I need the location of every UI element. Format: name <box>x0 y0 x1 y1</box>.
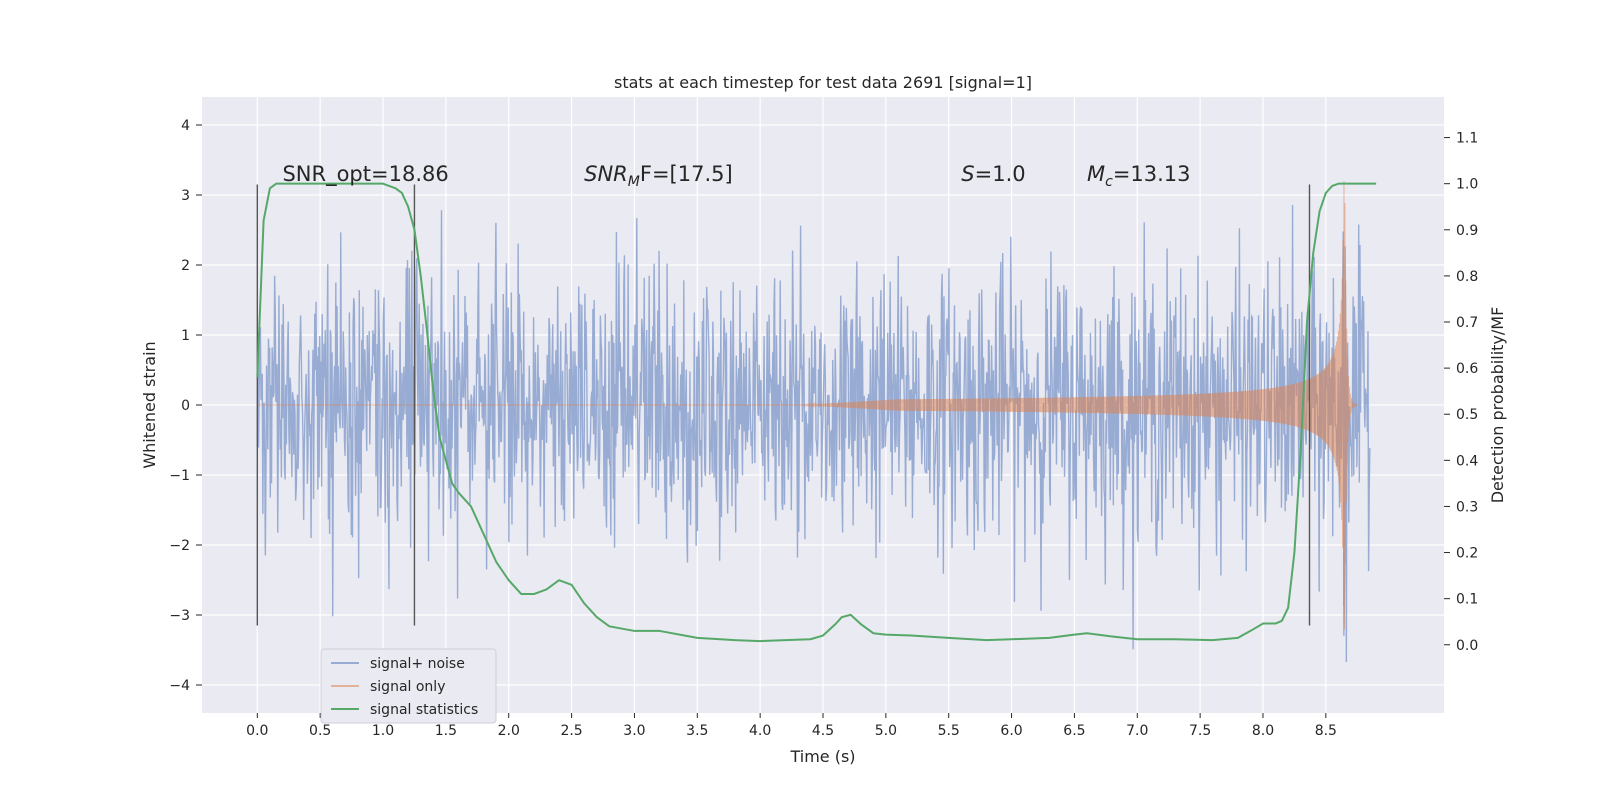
x-tick-label: 4.5 <box>812 723 834 739</box>
y-right-axis-label: Detection probability/MF <box>1488 307 1507 504</box>
signal-statistics-line <box>256 182 1377 643</box>
y-tick-label: −1 <box>169 468 190 484</box>
y-right-tick-label: 0.6 <box>1456 361 1478 377</box>
x-tick-label: 3.5 <box>686 723 708 739</box>
y-tick-label: 4 <box>181 118 190 134</box>
y-axis-label: Whitened strain <box>140 341 159 468</box>
x-tick-label: 8.5 <box>1315 723 1337 739</box>
y-axis-ticks: −4 −3 −2 −1 0 1 2 3 4 <box>169 118 202 694</box>
x-tick-label: 1.0 <box>372 723 394 739</box>
legend-label-signal-statistics: signal statistics <box>370 702 478 718</box>
series-signal-statistics <box>256 182 1377 643</box>
x-tick-label: 5.5 <box>938 723 960 739</box>
x-tick-label: 2.0 <box>498 723 520 739</box>
x-axis-ticks: 0.0 0.5 1.0 1.5 2.0 2.5 3.0 3.5 4.0 4.5 5.0 5.5 6.0 6… <box>246 713 1337 739</box>
y-tick-label: −3 <box>169 608 190 624</box>
y-right-tick-label: 0.3 <box>1456 499 1478 515</box>
vertical-lines <box>256 184 1311 626</box>
x-tick-label: 0.5 <box>309 723 331 739</box>
annotation-2: S=1.0 <box>961 162 1025 186</box>
legend: signal+ noise signal only signal statist… <box>320 648 497 724</box>
y-right-tick-label: 0.7 <box>1456 315 1478 331</box>
y-right-axis-ticks: 0.0 0.1 0.2 0.3 0.4 0.5 0.6 0.7 0.8 0.9 1.0 1.1 <box>1444 131 1478 654</box>
annotation-3: Mc=13.13 <box>1087 162 1191 190</box>
x-tick-label: 6.5 <box>1063 723 1085 739</box>
x-axis-label: Time (s) <box>789 747 855 766</box>
x-tick-label: 4.0 <box>749 723 771 739</box>
x-tick-label: 6.0 <box>1000 723 1022 739</box>
y-right-tick-label: 1.1 <box>1456 131 1478 147</box>
annotations: SNR_opt=18.86 SNRMF=[17.5] S=1.0 Mc=13.13 <box>282 162 1190 190</box>
x-tick-label: 0.0 <box>246 723 268 739</box>
y-tick-label: −2 <box>169 538 190 554</box>
y-right-tick-label: 0.5 <box>1456 407 1478 423</box>
x-tick-label: 5.0 <box>875 723 897 739</box>
chart-title: stats at each timestep for test data 269… <box>614 73 1032 92</box>
y-right-tick-label: 0.8 <box>1456 269 1478 285</box>
x-tick-label: 7.5 <box>1189 723 1211 739</box>
x-tick-label: 3.0 <box>623 723 645 739</box>
y-tick-label: −4 <box>169 678 190 694</box>
signal-only-line <box>257 180 1358 630</box>
legend-label-signal-noise: signal+ noise <box>370 656 465 672</box>
y-right-tick-label: 0.4 <box>1456 453 1478 469</box>
legend-box <box>320 648 497 724</box>
annotation-0: SNR_opt=18.86 <box>282 162 448 187</box>
annotation-1: SNRMF=[17.5] <box>584 162 733 190</box>
x-tick-label: 2.5 <box>560 723 582 739</box>
series-signal-only <box>257 180 1358 630</box>
legend-label-signal-only: signal only <box>370 679 445 695</box>
series-signal-noise <box>256 204 1371 662</box>
y-tick-label: 3 <box>181 188 190 204</box>
x-tick-label: 1.5 <box>435 723 457 739</box>
x-tick-label: 7.0 <box>1126 723 1148 739</box>
y-tick-label: 2 <box>181 258 190 274</box>
x-tick-label: 8.0 <box>1252 723 1274 739</box>
y-right-tick-label: 0.9 <box>1456 223 1478 239</box>
signal-noise-line <box>256 204 1371 662</box>
y-tick-label: 0 <box>181 398 190 414</box>
y-right-tick-label: 1.0 <box>1456 177 1478 193</box>
y-right-tick-label: 0.0 <box>1456 638 1478 654</box>
y-tick-label: 1 <box>181 328 190 344</box>
y-right-tick-label: 0.1 <box>1456 592 1478 608</box>
y-right-tick-label: 0.2 <box>1456 546 1478 562</box>
